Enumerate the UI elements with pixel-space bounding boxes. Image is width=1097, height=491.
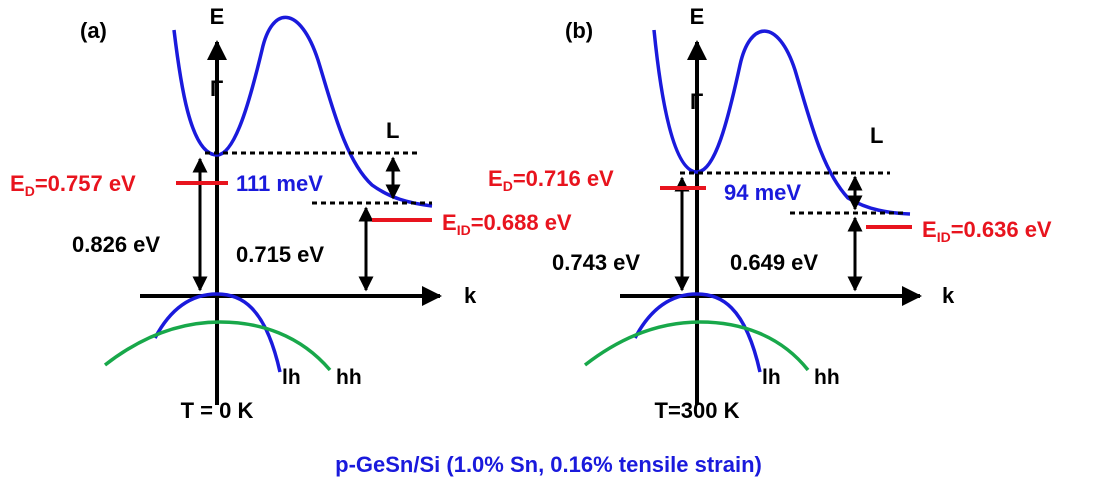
panel-b-heavy-hole-band (583, 320, 810, 372)
panel-b-split-label: 94 meV (724, 180, 801, 205)
panel-b-indirect-gap-label: 0.649 eV (730, 250, 818, 275)
panel-a-direct-gap-label: 0.826 eV (72, 232, 160, 257)
panel-a-conduction-band (172, 15, 433, 208)
panel-a-k-label: k (464, 283, 477, 308)
panel-a-indirect-gap-label: 0.715 eV (236, 242, 324, 267)
panel-a-split-label: 111 meV (236, 171, 323, 196)
panel-a-donor-label: ED=0.757 eV (10, 171, 136, 199)
panel-b-id-label: EID=0.636 eV (922, 217, 1052, 245)
panel-b-tag: (b) (565, 18, 593, 43)
panel-b: (b) E k Γ lh hh L ED=0.716 eV EID=0.636 … (488, 4, 1052, 423)
panel-b-energy-axis-label: E (690, 4, 705, 29)
panel-a: (a) E k Γ lh hh L ED=0.757 eV EID=0.688 … (10, 4, 572, 423)
panel-a-temperature: T = 0 K (181, 398, 254, 423)
panel-b-lh-label: lh (762, 366, 781, 389)
panel-a-id-label: EID=0.688 eV (442, 210, 572, 238)
panel-b-l-label: L (870, 123, 883, 148)
panel-a-lh-label: lh (282, 366, 301, 389)
panel-b-k-label: k (942, 283, 955, 308)
panel-a-hh-label: hh (336, 366, 362, 389)
figure-caption: p-GeSn/Si (1.0% Sn, 0.16% tensile strain… (335, 452, 762, 477)
panel-b-donor-label: ED=0.716 eV (488, 166, 614, 194)
panel-a-energy-axis-label: E (210, 4, 225, 29)
panel-a-l-label: L (386, 118, 399, 143)
panel-a-heavy-hole-band (103, 320, 332, 372)
panel-b-direct-gap-label: 0.743 eV (552, 250, 640, 275)
panel-b-hh-label: hh (814, 366, 840, 389)
panel-a-tag: (a) (80, 18, 107, 43)
panel-a-gamma-label: Γ (210, 76, 223, 101)
panel-b-temperature: T=300 K (655, 398, 740, 423)
panel-b-gamma-label: Γ (690, 89, 703, 114)
